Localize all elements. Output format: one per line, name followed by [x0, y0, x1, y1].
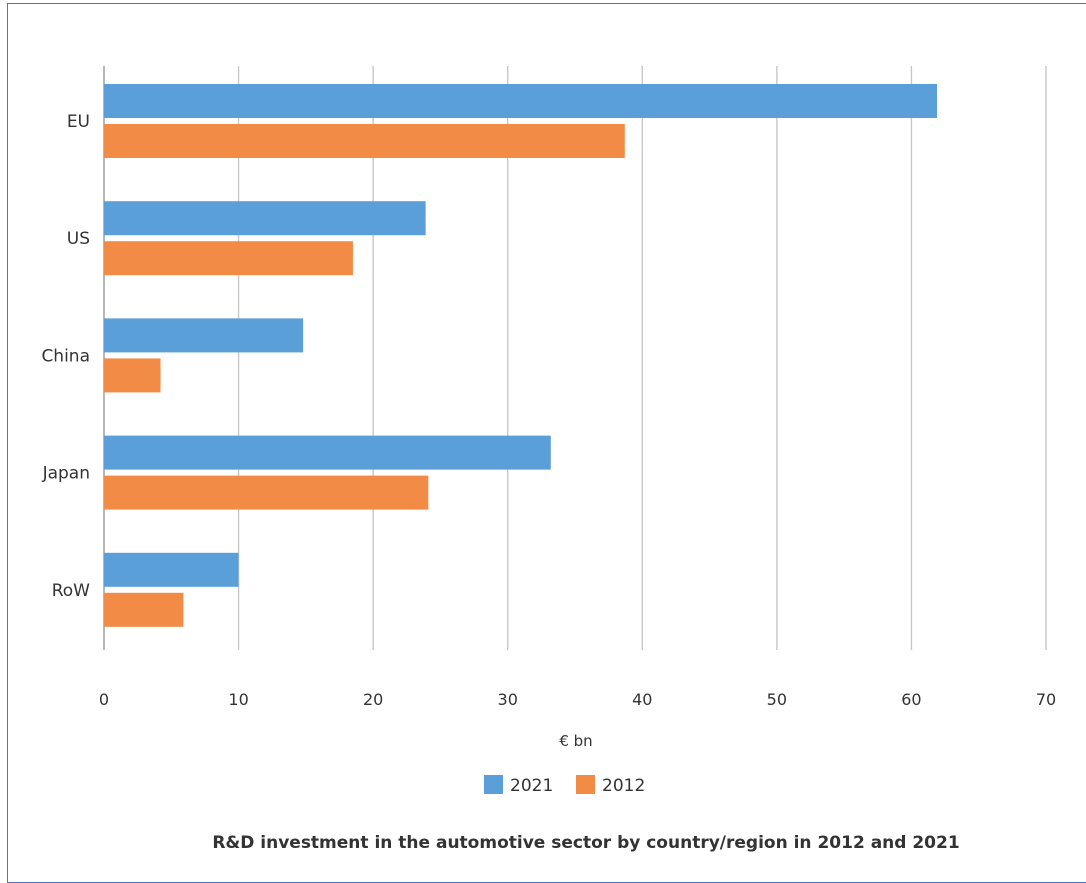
category-label: EU: [67, 112, 90, 132]
bars: [104, 84, 937, 627]
x-tick-label: 60: [901, 690, 921, 709]
legend-label-2021: 2021: [510, 776, 553, 796]
x-tick-label: 50: [767, 690, 787, 709]
category-label: China: [41, 346, 90, 366]
bar-2021-row: [104, 552, 239, 587]
x-tick-label: 70: [1036, 690, 1056, 709]
category-label: US: [67, 229, 90, 249]
x-axis-title: € bn: [559, 732, 592, 750]
x-tick-label: 30: [498, 690, 518, 709]
grid-lines: [103, 66, 1047, 650]
bar-2021-china: [104, 318, 304, 353]
bar-2021-us: [104, 201, 426, 236]
category-labels: EU US China Japan RoW: [41, 112, 90, 601]
bar-2012-japan: [104, 475, 429, 510]
x-tick-label: 10: [228, 690, 248, 709]
x-tick-labels: 0 10 20 30 40 50 60 70: [99, 690, 1056, 709]
legend: 2021 2012: [484, 775, 645, 796]
bar-2012-row: [104, 592, 184, 627]
bar-2021-japan: [104, 435, 551, 470]
chart-title: R&D investment in the automotive sector …: [212, 833, 959, 853]
category-label: RoW: [52, 581, 90, 601]
category-label: Japan: [42, 464, 90, 484]
bar-2021-eu: [104, 84, 937, 118]
x-tick-label: 0: [99, 690, 109, 709]
x-tick-label: 20: [363, 690, 383, 709]
bar-2012-eu: [104, 124, 625, 158]
legend-swatch-2021: [484, 775, 503, 794]
bar-2012-china: [104, 358, 161, 393]
legend-label-2012: 2012: [602, 776, 645, 796]
legend-swatch-2012: [576, 775, 595, 794]
bar-2012-us: [104, 241, 353, 276]
x-tick-label: 40: [632, 690, 652, 709]
